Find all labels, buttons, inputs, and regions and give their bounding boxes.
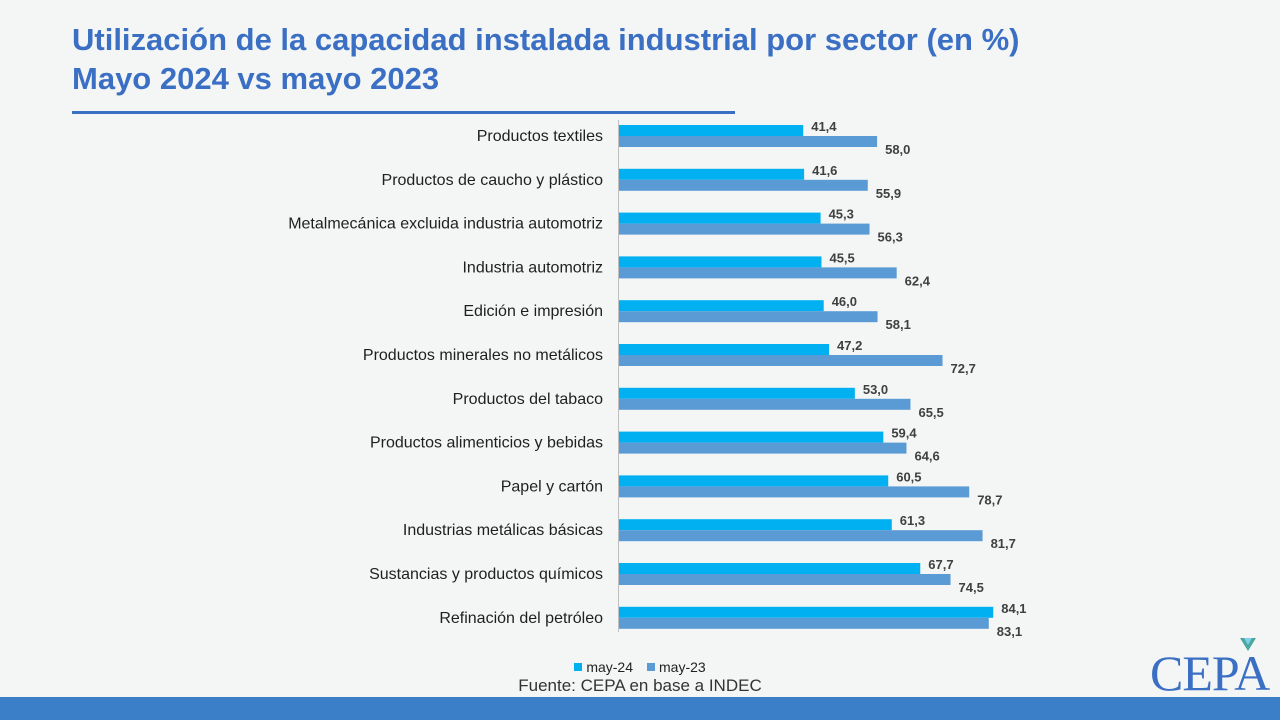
bar-may-23 (619, 398, 911, 410)
chart-title-line-1: Utilización de la capacidad instalada in… (72, 22, 1020, 57)
category-label: Productos minerales no metálicos (363, 347, 603, 364)
category-label: Productos textiles (477, 128, 603, 145)
category-group-refinacion-del-petroleo: Refinación del petróleo 84,1 83,1 (439, 601, 1026, 639)
chart-title: Utilización de la capacidad instalada in… (72, 20, 1019, 98)
value-label-may-23: 55,9 (876, 186, 901, 201)
value-label-may-24: 53,0 (863, 382, 888, 397)
category-label: Productos alimenticios y bebidas (370, 435, 603, 452)
bar-may-24 (619, 606, 994, 618)
footer-bar (0, 697, 1280, 720)
title-underline (72, 111, 735, 114)
legend-item-may-23: may-23 (647, 659, 706, 675)
bar-may-24 (619, 431, 884, 443)
bar-may-23 (619, 267, 897, 279)
value-label-may-24: 67,7 (928, 557, 953, 572)
bar-may-24 (619, 212, 821, 224)
bar-may-24 (619, 387, 855, 399)
category-label: Industrias metálicas básicas (403, 522, 603, 539)
chart-legend: may-24 may-23 (0, 659, 1280, 675)
logo-wordmark: CEPA (1150, 645, 1270, 701)
value-label-may-23: 78,7 (977, 492, 1002, 507)
legend-label-may-23: may-23 (659, 659, 706, 675)
value-label-may-24: 45,5 (829, 250, 854, 265)
value-label-may-23: 56,3 (878, 230, 903, 245)
bar-may-23 (619, 617, 989, 629)
category-group-metalmecanica-excluida-industria-automotriz: Metalmecánica excluida industria automot… (288, 207, 903, 245)
source-note: Fuente: CEPA en base a INDEC (518, 676, 762, 695)
value-label-may-24: 59,4 (891, 426, 917, 441)
logo-triangle-icon (1240, 638, 1256, 651)
value-label-may-23: 74,5 (959, 580, 984, 595)
legend-swatch-may-24 (574, 663, 583, 671)
category-label: Metalmecánica excluida industria automot… (288, 216, 603, 233)
value-label-may-23: 72,7 (951, 361, 976, 376)
category-label: Refinación del petróleo (439, 610, 603, 627)
value-label-may-23: 83,1 (997, 624, 1022, 639)
value-label-may-24: 46,0 (832, 294, 857, 309)
value-label-may-23: 58,1 (886, 317, 911, 332)
category-label: Edición e impresión (463, 303, 603, 320)
category-group-productos-del-tabaco: Productos del tabaco 53,0 65,5 (453, 382, 944, 420)
value-label-may-23: 65,5 (918, 405, 943, 420)
value-label-may-24: 41,6 (812, 163, 837, 178)
bar-may-23 (619, 355, 943, 366)
bar-may-23 (619, 136, 878, 147)
category-group-productos-de-caucho-y-plastico: Productos de caucho y plástico 41,6 55,9 (382, 163, 902, 201)
category-label: Productos de caucho y plástico (382, 172, 604, 189)
value-label-may-24: 41,4 (811, 119, 837, 134)
chart-title-line-2: Mayo 2024 vs mayo 2023 (72, 61, 440, 96)
category-group-papel-y-carton: Papel y cartón 60,5 78,7 (501, 469, 1003, 507)
value-label-may-23: 62,4 (905, 273, 931, 288)
bar-may-24 (619, 300, 824, 312)
category-group-edicion-e-impresion: Edición e impresión 46,0 58,1 (463, 294, 910, 332)
value-label-may-24: 60,5 (896, 469, 921, 484)
category-group-sustancias-y-productos-quimicos: Sustancias y productos químicos 67,7 74,5 (369, 557, 984, 595)
cepa-logo: CEPA (1150, 636, 1270, 698)
bar-may-24 (619, 475, 889, 487)
bar-may-24 (619, 168, 805, 180)
category-label: Industria automotriz (462, 259, 603, 276)
bar-may-24 (619, 256, 822, 268)
bar-may-23 (619, 223, 870, 235)
category-label: Sustancias y productos químicos (369, 566, 603, 583)
category-group-productos-textiles: Productos textiles 41,4 58,0 (477, 119, 911, 157)
legend-item-may-24: may-24 (574, 659, 633, 675)
category-group-productos-alimenticios-y-bebidas: Productos alimenticios y bebidas 59,4 64,6 (370, 426, 940, 464)
value-label-may-23: 64,6 (914, 449, 939, 464)
value-label-may-23: 58,0 (885, 142, 910, 157)
bar-may-23 (619, 179, 868, 191)
bar-may-23 (619, 574, 951, 585)
value-label-may-24: 61,3 (900, 513, 925, 528)
bar-may-24 (619, 344, 830, 355)
bar-may-23 (619, 486, 970, 498)
value-label-may-23: 81,7 (991, 536, 1016, 551)
bar-may-24 (619, 563, 921, 574)
category-group-industrias-metalicas-basicas: Industrias metálicas básicas 61,3 81,7 (403, 513, 1016, 551)
value-label-may-24: 45,3 (829, 207, 854, 222)
bar-may-23 (619, 530, 983, 542)
bar-may-24 (619, 519, 892, 531)
value-label-may-24: 84,1 (1001, 601, 1026, 616)
category-label: Productos del tabaco (453, 391, 603, 408)
bar-may-23 (619, 311, 878, 323)
category-group-industria-automotriz: Industria automotriz 45,5 62,4 (462, 250, 930, 288)
legend-swatch-may-23 (647, 663, 655, 671)
bar-may-24 (619, 125, 804, 136)
bar-chart: Productos textiles 41,4 58,0 Productos de c… (288, 119, 1026, 639)
category-group-productos-minerales-no-metalicos: Productos minerales no metálicos 47,2 72,7 (363, 338, 976, 376)
category-label: Papel y cartón (501, 478, 603, 495)
value-label-may-24: 47,2 (837, 338, 862, 353)
bars-layer: Productos textiles 41,4 58,0 Productos de c… (288, 119, 1026, 639)
legend-label-may-24: may-24 (586, 659, 633, 675)
bar-may-23 (619, 442, 907, 454)
